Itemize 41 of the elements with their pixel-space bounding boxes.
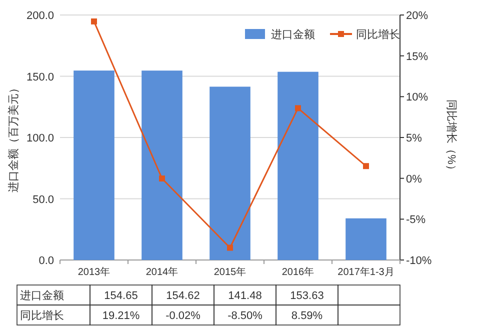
bar <box>74 70 114 260</box>
y2-tick-label: 15% <box>406 50 428 63</box>
point <box>159 175 165 182</box>
data-label: 8.59% <box>291 310 323 322</box>
bar <box>278 72 318 260</box>
bar <box>142 70 182 260</box>
x-tick-label: 2014年 <box>146 266 178 278</box>
data-label: -8.50% <box>228 310 263 322</box>
bar <box>346 218 386 260</box>
x-tick-label: 2016年 <box>282 266 314 278</box>
y2-tick-label: -5% <box>406 214 426 226</box>
data-label: 154.65 <box>104 290 138 302</box>
x-tick-label: 2015年 <box>214 266 246 278</box>
y2-tick-label: 20% <box>406 10 428 22</box>
y-tick-label: 100.0 <box>26 132 54 144</box>
y-tick-label: 0.0 <box>38 255 54 267</box>
point <box>227 244 233 251</box>
data-label: 19.21% <box>102 310 140 322</box>
y-tick-label: 150.0 <box>26 71 54 84</box>
bar <box>210 86 250 260</box>
data-label: -0.02% <box>166 310 201 322</box>
legend-label: 同比增长 <box>356 28 400 41</box>
y-tick-label: 200.0 <box>26 10 54 22</box>
data-label: 154.62 <box>166 290 200 302</box>
y2-tick-label: 10% <box>406 92 428 104</box>
point <box>295 105 301 112</box>
point <box>91 18 97 24</box>
x-tick-label: 2017年1-3月 <box>338 266 394 278</box>
legend-label: 进口金额 <box>271 28 315 41</box>
data-label: 153.63 <box>290 290 324 302</box>
y2-tick-label: -10% <box>406 255 432 267</box>
y-axis-title: 进口金额（百万美元） <box>7 82 20 192</box>
y2-tick-label: 5% <box>406 132 422 144</box>
y-tick-label: 50.0 <box>32 194 54 206</box>
y2-tick-label: 0% <box>406 173 422 186</box>
data-label: 141.48 <box>228 290 262 302</box>
y2-axis-title: 同比增长（%） <box>445 100 458 176</box>
text: 同比增长 <box>20 310 64 322</box>
x-tick-label: 2013年 <box>78 266 110 278</box>
point <box>363 163 369 170</box>
text: 进口金额 <box>20 290 64 302</box>
